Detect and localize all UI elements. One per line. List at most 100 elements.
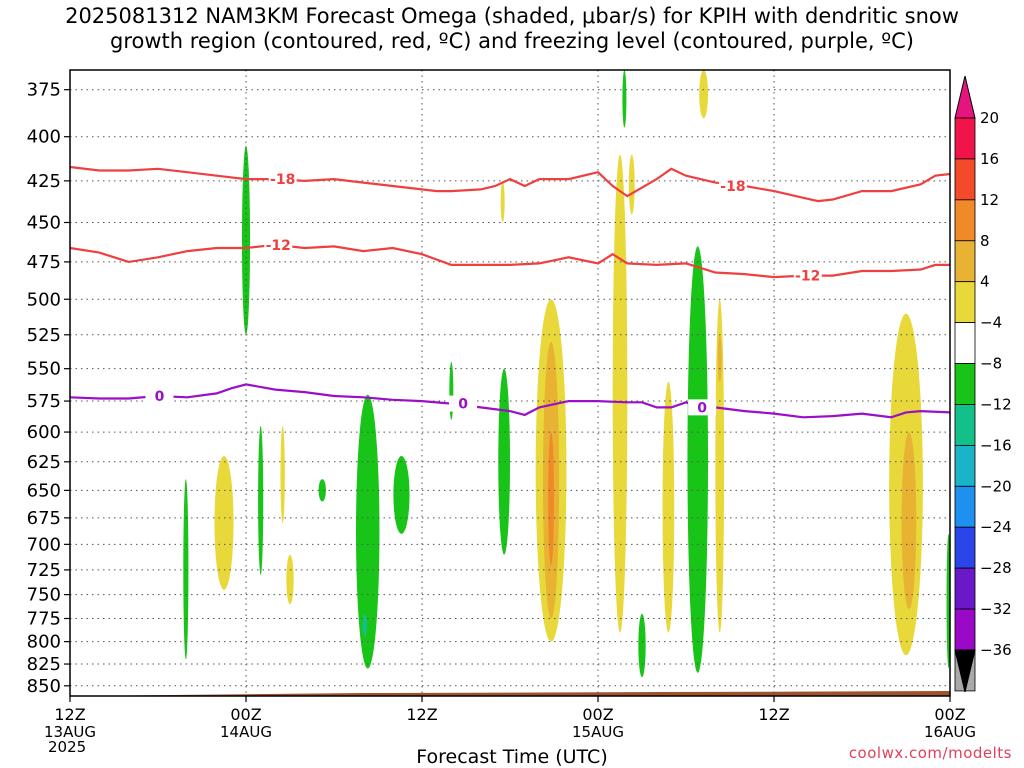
colorbar-label: 20	[980, 109, 999, 127]
contour-label-bg	[145, 387, 174, 404]
colorbar-swatch	[954, 526, 976, 569]
colorbar-swatch	[954, 281, 976, 324]
colorbar-label: −28	[980, 559, 1012, 577]
colorbar-swatch	[954, 608, 976, 651]
y-tick-label: 525	[27, 325, 61, 346]
y-tick-label: 725	[27, 560, 61, 581]
chart-title: 2025081312 NAM3KM Forecast Omega (shaded…	[0, 4, 1024, 54]
x-tick-date: 15AUG	[572, 723, 624, 741]
contour-label: 0	[697, 400, 707, 416]
x-axis-year-label: 2025	[48, 738, 87, 756]
omega-region-25	[687, 246, 708, 673]
colorbar-bottom-arrow	[954, 649, 976, 693]
colorbar-label: 4	[980, 273, 990, 291]
colorbar-swatch	[954, 444, 976, 487]
y-tick-label: 425	[27, 171, 61, 192]
colorbar-label: −20	[980, 477, 1012, 495]
title-line-2: growth region (contoured, red, ºC) and f…	[110, 29, 914, 53]
omega-shading-layer	[183, 70, 951, 678]
credit-text: coolwx.com/modelts	[848, 744, 1012, 762]
omega-region-8	[628, 154, 635, 215]
contour-line-1	[69, 243, 950, 279]
colorbar-swatch	[954, 240, 976, 283]
x-tick-label: 00Z	[934, 705, 965, 724]
contour-label-bg	[793, 267, 822, 284]
plot-frame	[69, 69, 951, 697]
x-tick-date: 13AUG	[44, 723, 96, 741]
y-tick-label: 575	[27, 391, 61, 412]
omega-region-18	[318, 479, 326, 502]
contour-label-bg	[268, 171, 297, 188]
x-tick-label: 00Z	[582, 705, 613, 724]
omega-region-1	[280, 425, 285, 524]
x-tick-date: 16AUG	[924, 723, 976, 741]
colorbar-label: −36	[980, 641, 1012, 659]
y-tick-label: 850	[27, 676, 61, 697]
colorbar-label: −12	[980, 395, 1012, 413]
omega-region-10	[699, 70, 708, 119]
y-tick-label: 375	[27, 80, 61, 101]
y-tick-label: 475	[27, 252, 61, 273]
x-tick-label: 12Z	[54, 705, 85, 724]
grid-layer	[69, 70, 951, 696]
colorbar: 20 16 12 8 4 −4 −8 −12 −16 −20 −24 −28 −32 −36	[954, 75, 1012, 693]
y-tick-label: 400	[27, 127, 61, 148]
omega-region-11	[715, 299, 725, 633]
y-tick-label: 700	[27, 534, 61, 555]
omega-region-14	[901, 432, 917, 610]
contour-label-bg	[449, 395, 478, 412]
omega-region-27	[362, 613, 367, 638]
contour-label: -18	[720, 179, 745, 195]
y-tick-label: 600	[27, 422, 61, 443]
colorbar-swatch	[954, 485, 976, 528]
contour-label: -12	[795, 269, 820, 285]
colorbar-top-arrow	[954, 75, 976, 119]
y-axis: 375 400 425 450 475 500 525 550 575 600 625 650 675 7…	[27, 80, 70, 697]
y-tick-label: 450	[27, 213, 61, 234]
omega-region-20	[393, 455, 410, 534]
colorbar-swatch	[954, 404, 976, 446]
contour-label: -12	[266, 238, 291, 254]
contour-label: -18	[270, 172, 295, 188]
colorbar-label: −32	[980, 600, 1012, 618]
title-line-1: 2025081312 NAM3KM Forecast Omega (shaded…	[65, 4, 959, 28]
contour-layer: -18 -18 -12 -12 0 0 0	[69, 165, 951, 419]
omega-region-6	[548, 432, 554, 565]
colorbar-label: −16	[980, 436, 1012, 454]
colorbar-label: 12	[980, 191, 999, 209]
terrain-fill	[70, 691, 950, 697]
y-tick-label: 625	[27, 452, 61, 473]
y-tick-label: 550	[27, 359, 61, 380]
x-tick-label: 12Z	[758, 705, 789, 724]
colorbar-label: 16	[980, 150, 999, 168]
x-tick-label: 12Z	[406, 705, 437, 724]
y-tick-label: 500	[27, 289, 61, 310]
colorbar-swatch	[954, 199, 976, 242]
omega-region-23	[622, 70, 627, 128]
omega-region-3	[500, 180, 505, 223]
colorbar-swatch	[954, 322, 976, 364]
x-axis-title: Forecast Time (UTC)	[416, 746, 608, 768]
omega-region-2	[286, 554, 294, 605]
omega-region-7	[612, 154, 628, 633]
y-tick-label: 800	[27, 632, 61, 653]
omega-region-22	[498, 368, 510, 555]
contour-line-0	[69, 165, 951, 203]
contour-label-bg	[718, 177, 747, 194]
colorbar-swatch	[954, 363, 976, 405]
contour-line-2	[69, 383, 951, 419]
x-tick-label: 00Z	[230, 705, 261, 724]
contour-label: 0	[155, 389, 165, 405]
colorbar-swatch	[954, 117, 976, 160]
colorbar-label: −4	[980, 314, 1002, 332]
colorbar-swatch	[954, 158, 976, 201]
omega-region-19	[356, 394, 380, 669]
omega-region-0	[214, 455, 234, 590]
y-tick-label: 750	[27, 585, 61, 606]
contour-label: 0	[458, 397, 468, 413]
omega-region-17	[258, 425, 264, 575]
x-tick-date: 14AUG	[220, 723, 272, 741]
y-tick-label: 650	[27, 480, 61, 501]
